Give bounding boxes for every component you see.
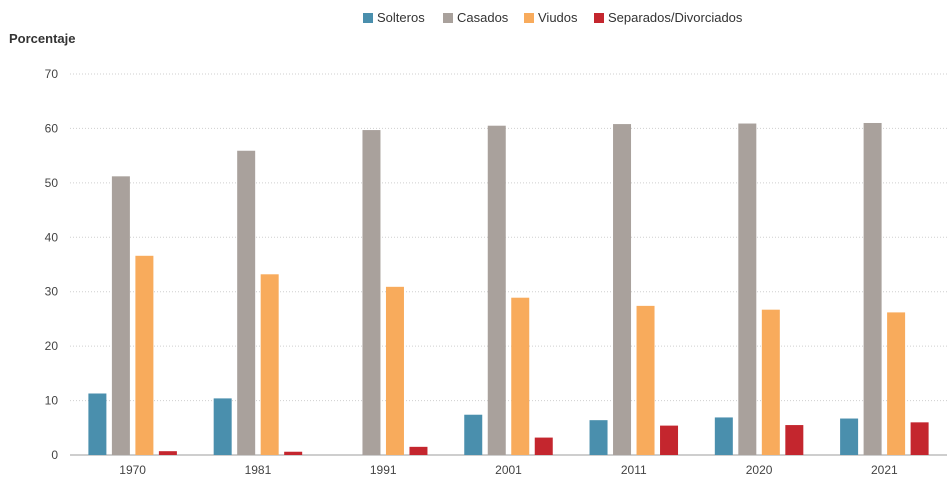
x-tick-label: 1991 [370,463,397,477]
bar-casados [111,176,130,455]
bar-solteros [464,414,483,455]
chart-legend: Solteros Casados Viudos Separados/Divorc… [0,10,950,30]
y-axis-title: Porcentaje [9,31,76,46]
y-tick-label: 50 [45,176,59,190]
legend-item-viudos: Viudos [524,10,578,25]
x-tick-label: 2011 [621,463,647,477]
x-tick-label: 1970 [119,463,146,477]
y-tick-label: 20 [45,339,59,353]
bar-separados-divorciados [284,451,303,455]
x-tick-label: 2001 [495,463,522,477]
x-tick-label: 2020 [746,463,773,477]
bar-casados [487,125,506,455]
bar-viudos [511,297,530,455]
bar-casados [613,124,632,456]
bar-separados-divorciados [409,446,428,455]
legend-swatch [524,12,534,23]
bar-casados [863,122,882,455]
bar-separados-divorciados [158,451,177,455]
legend-item-separados-divorciados: Separados/Divorciados [594,10,742,25]
y-tick-label: 30 [45,285,59,299]
bar-separados-divorciados [910,422,929,455]
legend-label: Casados [457,10,509,25]
bar-viudos [385,286,404,455]
bar-casados [237,150,256,455]
x-tick-label: 1981 [245,463,272,477]
bar-solteros [714,417,733,455]
bar-viudos [761,309,780,455]
bar-solteros [88,393,107,455]
bar-viudos [887,312,906,455]
legend-label: Solteros [377,10,425,25]
legend-item-solteros: Solteros [363,10,425,25]
bar-separados-divorciados [534,437,553,455]
bar-solteros [840,418,859,455]
bar-solteros [213,398,232,455]
y-tick-label: 0 [51,448,58,462]
legend-swatch [443,12,453,23]
legend-label: Viudos [538,10,578,25]
y-tick-label: 40 [45,230,59,244]
bar-viudos [135,255,154,455]
legend-swatch [363,12,373,23]
bar-viudos [636,305,655,455]
bar-casados [362,130,381,455]
legend-swatch [594,12,604,23]
y-tick-label: 60 [45,121,59,135]
y-tick-label: 70 [45,67,59,81]
bar-viudos [260,274,279,455]
x-tick-label: 2021 [871,463,898,477]
legend-item-casados: Casados [443,10,508,25]
legend-label: Separados/Divorciados [608,10,743,25]
bar-separados-divorciados [660,425,679,455]
bar-casados [738,123,757,455]
y-tick-label: 10 [45,394,59,408]
bar-solteros [589,420,608,455]
bar-separados-divorciados [785,425,804,455]
